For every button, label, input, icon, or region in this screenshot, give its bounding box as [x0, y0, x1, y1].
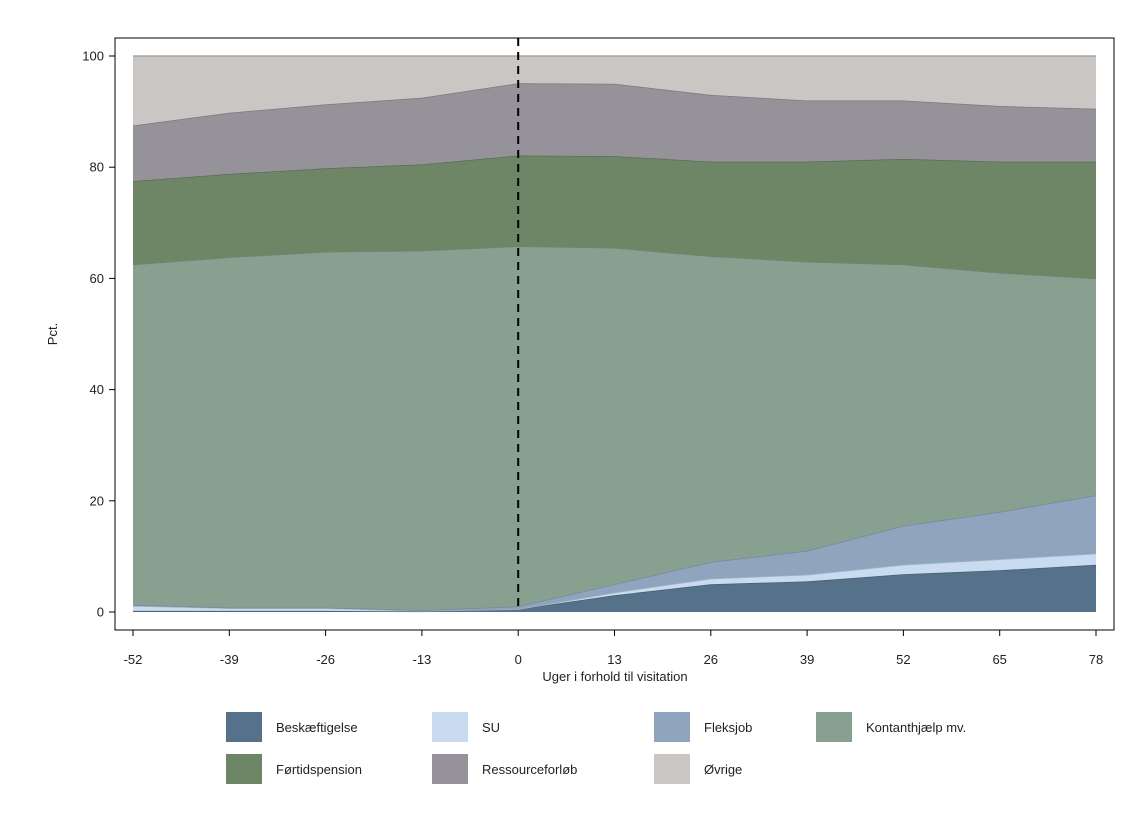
area-series-6 [133, 56, 1096, 126]
legend-swatch [816, 712, 852, 742]
legend-label: Ressourceforløb [482, 762, 577, 777]
area-series-3 [133, 246, 1096, 611]
x-axis-title: Uger i forhold til visitation [542, 669, 687, 684]
legend-item: Beskæftigelse [226, 712, 358, 742]
x-axis: -52 -39 -26 -13 0 13 26 39 52 65 78 [124, 630, 1103, 667]
legend-label: SU [482, 720, 500, 735]
legend: Beskæftigelse SU Fleksjob Kontanthjælp mv. F… [226, 712, 966, 784]
legend-label: Kontanthjælp mv. [866, 720, 966, 735]
legend-swatch [432, 712, 468, 742]
y-tick-label-4: 80 [90, 160, 104, 175]
legend-swatch [432, 754, 468, 784]
y-tick-label-1: 20 [90, 493, 104, 508]
area-series-2 [133, 495, 1096, 611]
x-tick-label-6: 26 [704, 652, 718, 667]
x-tick-label-3: -13 [413, 652, 432, 667]
x-tick-label-4: 0 [515, 652, 522, 667]
y-tick-label-2: 40 [90, 382, 104, 397]
y-axis-title: Pct. [45, 323, 60, 345]
legend-swatch [654, 754, 690, 784]
legend-label: Beskæftigelse [276, 720, 358, 735]
legend-swatch [226, 712, 262, 742]
x-tick-label-9: 65 [992, 652, 1006, 667]
x-tick-label-10: 78 [1089, 652, 1103, 667]
x-tick-label-2: -26 [316, 652, 335, 667]
legend-item: Førtidspension [226, 754, 362, 784]
x-tick-label-0: -52 [124, 652, 143, 667]
legend-item: Øvrige [654, 754, 742, 784]
legend-item: SU [432, 712, 500, 742]
y-axis: 0 20 40 60 80 100 [82, 49, 115, 620]
legend-item: Kontanthjælp mv. [816, 712, 966, 742]
x-tick-label-5: 13 [607, 652, 621, 667]
legend-label: Øvrige [704, 762, 742, 777]
legend-item: Fleksjob [654, 712, 752, 742]
area-series-4 [133, 155, 1096, 279]
legend-swatch [226, 754, 262, 784]
legend-label: Førtidspension [276, 762, 362, 777]
x-tick-label-8: 52 [896, 652, 910, 667]
area-series-5 [133, 83, 1096, 182]
y-tick-label-3: 60 [90, 271, 104, 286]
stacked-areas [132, 55, 1097, 613]
legend-item: Ressourceforløb [432, 754, 577, 784]
legend-swatch [654, 712, 690, 742]
area-series-0 [133, 564, 1096, 612]
x-tick-label-1: -39 [220, 652, 239, 667]
y-tick-label-0: 0 [97, 605, 104, 620]
y-tick-label-5: 100 [82, 49, 104, 64]
legend-label: Fleksjob [704, 720, 752, 735]
x-tick-label-7: 39 [800, 652, 814, 667]
